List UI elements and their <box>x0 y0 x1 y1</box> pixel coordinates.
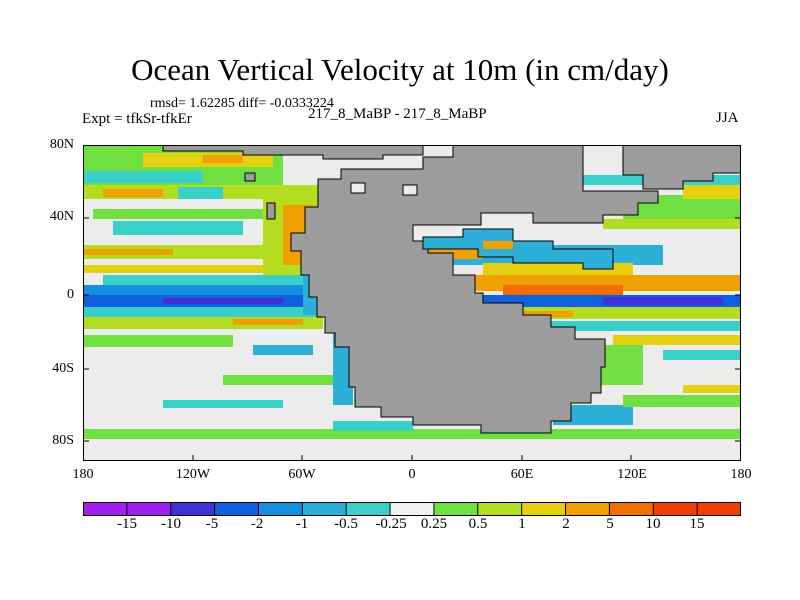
colorbar-label: -0.5 <box>334 516 358 532</box>
colorbar-label: -0.25 <box>375 516 407 532</box>
velocity-patch <box>83 285 323 295</box>
colorbar-cell <box>345 502 392 516</box>
velocity-patch <box>513 311 573 317</box>
y-tick-label: 80S <box>52 433 74 448</box>
colorbar-label: 1 <box>518 516 526 532</box>
velocity-patch <box>83 171 203 183</box>
colorbar-cell <box>608 502 655 516</box>
colorbar-cell <box>214 502 260 516</box>
velocity-patch <box>113 221 243 235</box>
run-label: 217_8_MaBP - 217_8_MaBP <box>308 106 487 122</box>
velocity-patch <box>613 335 741 345</box>
velocity-patch <box>83 429 741 439</box>
colorbar-label: 5 <box>606 516 614 532</box>
colorbar-cell <box>565 502 611 516</box>
velocity-patch <box>163 400 283 408</box>
velocity-patch <box>83 265 313 273</box>
x-tick-label: 120W <box>175 467 211 482</box>
colorbar <box>83 502 741 516</box>
colorbar-label: -10 <box>161 516 181 532</box>
colorbar-label: -1 <box>295 516 309 532</box>
arctic-land <box>162 145 424 160</box>
y-tick-label: 0 <box>67 287 74 302</box>
velocity-patch <box>223 375 343 385</box>
island <box>266 202 276 220</box>
velocity-patch <box>83 307 323 317</box>
velocity-patch <box>253 345 313 355</box>
landmass <box>162 145 741 434</box>
x-tick-label: 60E <box>510 467 534 482</box>
velocity-patch <box>333 421 413 431</box>
colorbar-label: 0.25 <box>420 516 448 532</box>
colorbar-cell <box>389 502 435 516</box>
colorbar-cell <box>521 502 567 516</box>
experiment-label: Expt = tfkSr-tfkEr <box>82 111 192 127</box>
velocity-patch <box>103 275 303 287</box>
velocity-patch <box>103 189 163 197</box>
stats-line: rmsd= 1.62285 diff= -0.0333224 <box>150 96 334 111</box>
velocity-patch <box>83 335 233 347</box>
island <box>244 172 256 182</box>
velocity-patch <box>663 350 741 360</box>
colorbar-cell <box>301 502 348 516</box>
island <box>350 182 366 194</box>
velocity-patch <box>603 219 741 229</box>
velocity-patch <box>233 319 303 325</box>
x-tick-label: 0 <box>408 467 416 482</box>
velocity-patch <box>523 321 741 331</box>
x-tick-label: 180 <box>730 467 752 482</box>
x-tick-label: 120E <box>617 467 647 482</box>
island <box>402 184 418 196</box>
x-tick-label: 60W <box>288 467 316 482</box>
velocity-patch <box>93 209 273 219</box>
colorbar-label: -2 <box>250 516 264 532</box>
colorbar-cell <box>83 502 128 516</box>
x-tick-label: 180 <box>72 467 94 482</box>
colorbar-cell <box>652 502 699 516</box>
velocity-patch <box>553 405 633 425</box>
velocity-patch <box>83 249 173 255</box>
velocity-patch <box>603 297 723 305</box>
velocity-patch <box>623 395 741 407</box>
velocity-patch <box>163 298 283 304</box>
velocity-patch <box>683 185 741 199</box>
colorbar-cell <box>257 502 304 516</box>
colorbar-label: 15 <box>689 516 705 532</box>
season-label: JJA <box>716 110 739 126</box>
colorbar-cell <box>433 502 479 516</box>
velocity-patch <box>683 385 741 393</box>
main-continent <box>290 145 659 434</box>
plot-title: Ocean Vertical Velocity at 10m (in cm/da… <box>131 52 669 87</box>
ocean-velocity-map <box>83 145 741 461</box>
colorbar-label: 2 <box>562 516 570 532</box>
colorbar-label: -15 <box>117 516 137 532</box>
velocity-patch <box>203 155 243 163</box>
y-tick-label: 80N <box>49 137 74 152</box>
colorbar-label: 10 <box>645 516 661 532</box>
velocity-patch <box>503 285 623 295</box>
velocity-patch <box>178 187 223 199</box>
velocity-patch <box>83 245 283 259</box>
northeast-land <box>622 145 741 190</box>
inner-sea-warm <box>483 241 513 249</box>
y-tick-label: 40S <box>52 361 74 376</box>
colorbar-label: -5 <box>205 516 219 532</box>
y-tick-label: 40N <box>49 209 74 224</box>
tick-marks <box>83 145 741 461</box>
colorbar-cell <box>170 502 216 516</box>
colorbar-cell <box>696 502 741 516</box>
inner-sea <box>422 228 614 270</box>
colorbar-cell <box>477 502 523 516</box>
colorbar-label: 0.5 <box>468 516 488 532</box>
colorbar-cell <box>126 502 172 516</box>
